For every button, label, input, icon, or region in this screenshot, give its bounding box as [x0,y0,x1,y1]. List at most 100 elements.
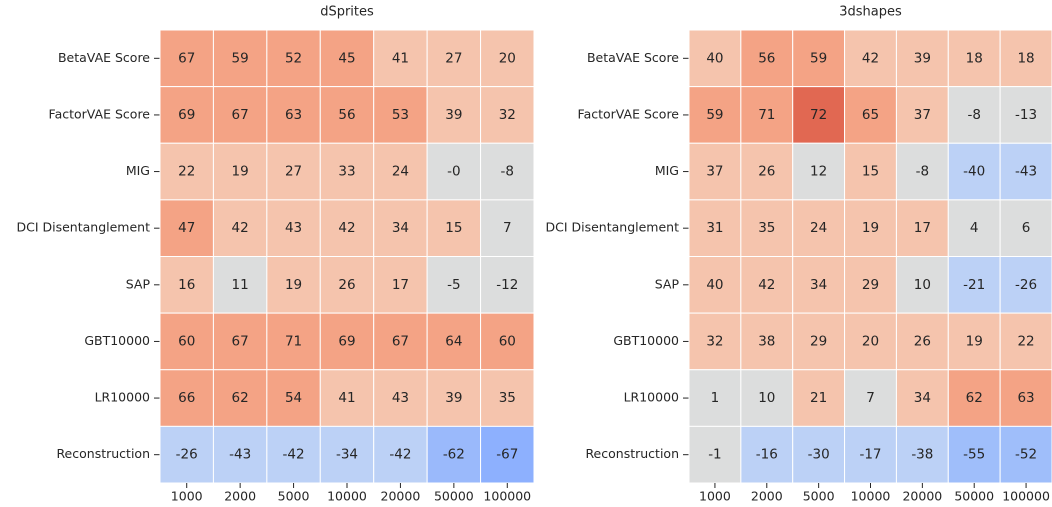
y-tick-label: GBT10000 [84,333,150,348]
cell-label: 27 [445,50,462,66]
cell-label: 41 [392,50,409,66]
cell-label: 22 [178,164,195,180]
cell-label: 42 [338,220,355,236]
cell-label: 7 [503,220,512,236]
cell-label: 43 [392,390,409,406]
cell-label: 24 [392,164,409,180]
cell-label: 41 [338,390,355,406]
cell-label: -55 [963,447,985,463]
cell-label: 11 [232,277,249,293]
cell [212,29,268,88]
y-tick-label: FactorVAE Score [49,106,151,121]
cell-label: 29 [862,277,879,293]
cell-label: 59 [232,50,249,66]
cell-label: 45 [338,50,355,66]
cell [319,86,375,144]
cell-label: 40 [706,277,723,293]
cell-label: 37 [706,164,723,180]
cell-label: 56 [758,50,775,66]
cell [373,199,428,257]
cell-label: 65 [862,107,879,123]
cell-label: -21 [963,277,985,293]
cell-label: 33 [338,164,355,180]
cell-label: -8 [967,107,980,123]
cell-label: 39 [445,390,462,406]
cell [266,142,321,201]
cell-label: 16 [178,277,195,293]
cell [373,312,428,371]
cell-label: 72 [810,107,827,123]
cell [480,369,535,427]
x-tick-label: 1000 [699,489,731,504]
cell-label: 19 [862,220,879,236]
x-tick-label: 1000 [171,489,203,504]
cell-label: 10 [914,277,931,293]
cell [999,425,1052,484]
cell [159,199,214,257]
cell [999,199,1052,257]
cell [740,256,794,314]
cell-label: 17 [914,220,931,236]
cell [426,29,482,88]
y-tick-label: MIG [655,163,679,178]
cell [159,142,214,201]
cell [740,199,794,257]
cell-label: 34 [392,220,409,236]
cell [480,86,535,144]
y-tick-label: BetaVAE Score [587,50,679,65]
cell [688,142,742,201]
cell-label: 20 [862,333,879,349]
cell [740,142,794,201]
cell [895,142,949,201]
cell-label: 10 [758,390,775,406]
cell [792,142,846,201]
cell [688,86,742,144]
cell-label: -8 [501,164,514,180]
panel-title: dSprites [320,5,374,20]
cell [480,256,535,314]
cell-label: 69 [178,107,195,123]
cell-label: 19 [285,277,302,293]
cell [373,86,428,144]
cell-label: -5 [447,277,460,293]
cell-label: 54 [285,390,302,406]
cell-label: 34 [810,277,827,293]
cell-label: -67 [496,447,518,463]
cell [319,199,375,257]
cell-label: -8 [916,164,929,180]
cell [688,199,742,257]
cell-label: -12 [496,277,518,293]
x-tick-label: 100000 [483,489,531,504]
cell-label: -16 [756,447,778,463]
cell [480,425,535,484]
cell-label: 59 [810,50,827,66]
cell-label: 34 [914,390,931,406]
y-tick-label: FactorVAE Score [578,106,680,121]
x-tick-label: 5000 [803,489,835,504]
cell-label: -42 [389,447,411,463]
y-tick-label: Reconstruction [56,446,150,461]
cell [999,312,1052,371]
cell-label: -62 [443,447,465,463]
cell-label: 59 [706,107,723,123]
y-tick-label: DCI Disentanglement [545,220,679,235]
x-tick-label: 10000 [327,489,367,504]
cell [266,199,321,257]
cell-label: 20 [499,50,516,66]
cell-label: 18 [966,50,983,66]
cell-label: 63 [285,107,302,123]
cell-label: 26 [338,277,355,293]
y-tick-label: SAP [126,276,151,291]
cell-label: -13 [1015,107,1037,123]
cell [792,369,846,427]
cell-label: 35 [499,390,516,406]
cell-label: 27 [285,164,302,180]
cell-label: 67 [232,333,249,349]
cell [947,199,1001,257]
cell [895,369,949,427]
cell-label: 31 [706,220,723,236]
cell-label: 7 [866,390,875,406]
x-tick-label: 2000 [224,489,256,504]
cell [688,29,742,88]
cell [426,256,482,314]
